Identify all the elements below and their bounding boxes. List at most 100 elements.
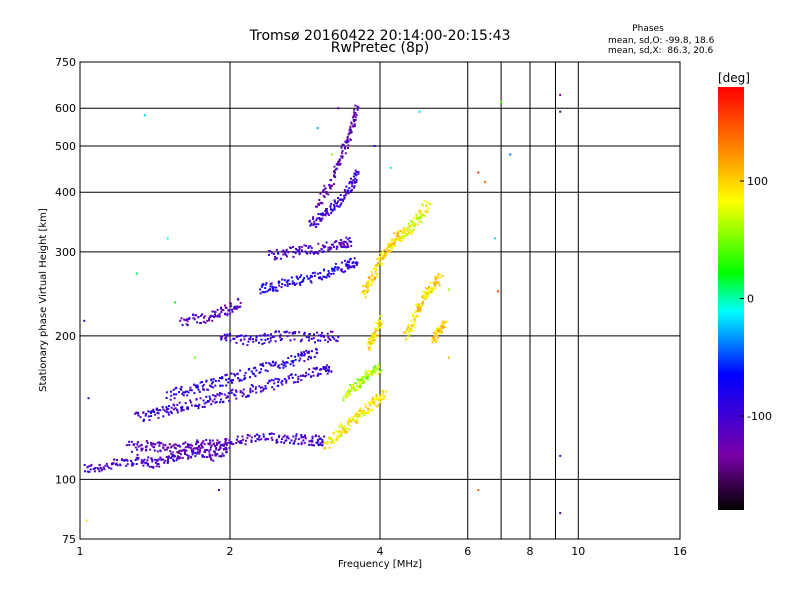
- scatter-point: [87, 465, 90, 468]
- scatter-point: [348, 182, 351, 185]
- scatter-point: [289, 441, 291, 444]
- scatter-point: [300, 434, 303, 436]
- scatter-point: [286, 335, 289, 338]
- scatter-point: [278, 436, 280, 438]
- scatter-point: [435, 276, 438, 279]
- scatter-point: [209, 446, 212, 449]
- scatter-point: [406, 328, 409, 331]
- scatter-point: [168, 443, 171, 446]
- scatter-point: [173, 443, 176, 446]
- scatter-point: [326, 364, 329, 367]
- scatter-point: [208, 450, 211, 453]
- scatter-point: [229, 333, 231, 336]
- scatter-point: [477, 489, 480, 491]
- scatter-point: [410, 231, 413, 234]
- scatter-point: [221, 384, 224, 387]
- scatter-point: [379, 256, 382, 259]
- scatter-point: [353, 123, 356, 126]
- scatter-point: [227, 377, 230, 380]
- scatter-point: [315, 251, 318, 254]
- scatter-point: [250, 441, 253, 443]
- scatter-point: [295, 275, 298, 278]
- scatter-point: [281, 278, 284, 281]
- scatter-point: [308, 440, 311, 443]
- scatter-point: [437, 330, 440, 333]
- scatter-point: [197, 441, 200, 444]
- scatter-point: [236, 305, 239, 308]
- scatter-point: [327, 369, 330, 372]
- colorbar-label: [deg]: [718, 71, 750, 85]
- scatter-point: [217, 379, 220, 382]
- scatter-point: [333, 267, 336, 270]
- scatter-point: [212, 394, 215, 397]
- scatter-point: [373, 339, 376, 342]
- scatter-point: [415, 213, 418, 216]
- scatter-point: [441, 325, 444, 328]
- scatter-point: [352, 114, 355, 117]
- scatter-point: [368, 285, 370, 288]
- scatter-point: [391, 242, 394, 245]
- scatter-point: [311, 272, 314, 275]
- scatter-point: [272, 379, 275, 382]
- scatter-point: [288, 377, 291, 380]
- scatter-point: [190, 404, 193, 407]
- scatter-point: [336, 167, 339, 170]
- scatter-point: [417, 220, 420, 223]
- scatter-point: [431, 288, 433, 291]
- y-axis-label: Stationary phase Virtual Height [km]: [38, 208, 49, 392]
- scatter-point: [159, 409, 162, 412]
- scatter-point: [348, 428, 351, 431]
- scatter-point: [144, 414, 147, 417]
- scatter-point: [364, 412, 367, 414]
- scatter-point: [435, 329, 438, 332]
- scatter-point: [365, 375, 368, 378]
- scatter-point: [354, 181, 357, 184]
- scatter-point: [167, 460, 169, 463]
- scatter-point: [379, 401, 382, 404]
- scatter-point: [197, 446, 200, 449]
- scatter-point: [408, 329, 411, 332]
- scatter-point: [179, 445, 182, 448]
- scatter-point: [282, 364, 285, 367]
- scatter-point: [421, 203, 424, 206]
- scatter-point: [145, 412, 148, 415]
- scatter-point: [346, 147, 349, 149]
- scatter-point: [268, 288, 270, 291]
- x-axis-label: Frequency [MHz]: [338, 559, 422, 570]
- scatter-point: [269, 339, 272, 342]
- scatter-point: [220, 392, 223, 395]
- scatter-point: [186, 445, 189, 448]
- scatter-point: [233, 393, 236, 396]
- scatter-point: [359, 380, 362, 383]
- scatter-point: [324, 187, 327, 190]
- scatter-point: [328, 446, 331, 449]
- scatter-point: [439, 328, 442, 331]
- scatter-point: [222, 448, 225, 451]
- scatter-point: [330, 272, 333, 275]
- scatter-point: [307, 373, 310, 376]
- scatter-point: [325, 441, 328, 444]
- scatter-point: [426, 201, 429, 204]
- scatter-point: [272, 253, 275, 255]
- scatter-point: [330, 208, 332, 211]
- scatter-point: [238, 379, 241, 382]
- scatter-point: [156, 463, 159, 465]
- scatter-point: [170, 457, 172, 460]
- scatter-point: [147, 462, 149, 465]
- scatter-point: [191, 444, 194, 447]
- scatter-point: [388, 246, 390, 248]
- scatter-point: [371, 397, 374, 400]
- scatter-point: [190, 456, 193, 458]
- scatter-point: [258, 341, 261, 344]
- scatter-point: [310, 357, 312, 360]
- scatter-point: [278, 434, 281, 437]
- scatter-point: [366, 342, 369, 345]
- scatter-point: [220, 377, 223, 380]
- scatter-point: [432, 281, 435, 284]
- scatter-point: [205, 439, 208, 441]
- scatter-point: [381, 391, 384, 394]
- scatter-point: [322, 189, 325, 192]
- scatter-point: [336, 202, 338, 205]
- scatter-point: [285, 330, 288, 333]
- scatter-point: [178, 401, 181, 404]
